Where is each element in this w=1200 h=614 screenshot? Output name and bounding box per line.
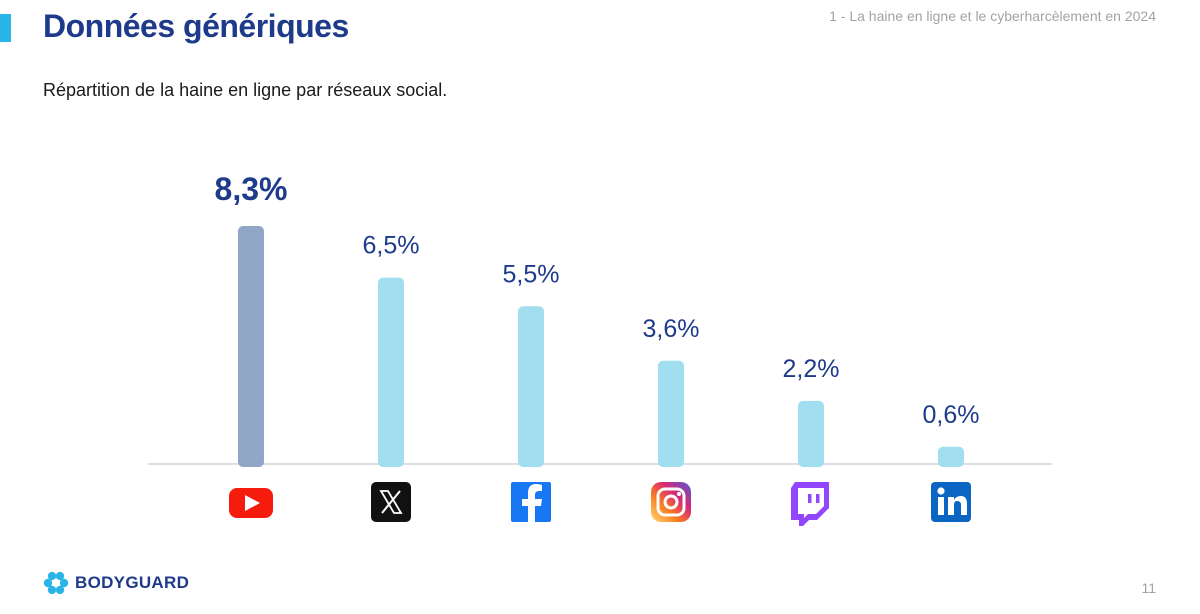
bar-facebook [518,306,544,467]
value-label-linkedin: 0,6% [923,401,980,429]
section-note: 1 - La haine en ligne et le cyberharcèle… [829,8,1156,24]
youtube-icon [229,488,273,518]
bar-linkedin [938,446,964,467]
accent-bar [0,14,11,42]
bar-twitch [798,400,824,467]
value-label-x: 6,5% [363,232,420,260]
instagram-icon [651,482,691,522]
bar-chart: 8,3% 6,5% 5,5% 3,6% 2,2% 0,6% [148,171,1052,526]
value-label-instagram: 3,6% [643,315,700,343]
bodyguard-logo-icon [43,571,69,595]
linkedin-icon [931,482,971,522]
value-label-facebook: 5,5% [503,260,560,288]
brand-logo: BODYGUARD [43,570,189,596]
value-label-youtube: 8,3% [215,171,288,207]
chart-subtitle: Répartition de la haine en ligne par rés… [43,80,448,100]
facebook-icon [511,482,551,522]
bar-youtube [238,226,264,467]
twitch-icon [791,482,829,526]
bar-instagram [658,360,684,467]
brand-name: BODYGUARD [75,573,190,592]
page-number: 11 [1141,580,1156,596]
value-label-twitch: 2,2% [783,355,840,383]
page-title: Données génériques [43,8,349,44]
x-icon [371,482,411,522]
bar-x [378,277,404,467]
